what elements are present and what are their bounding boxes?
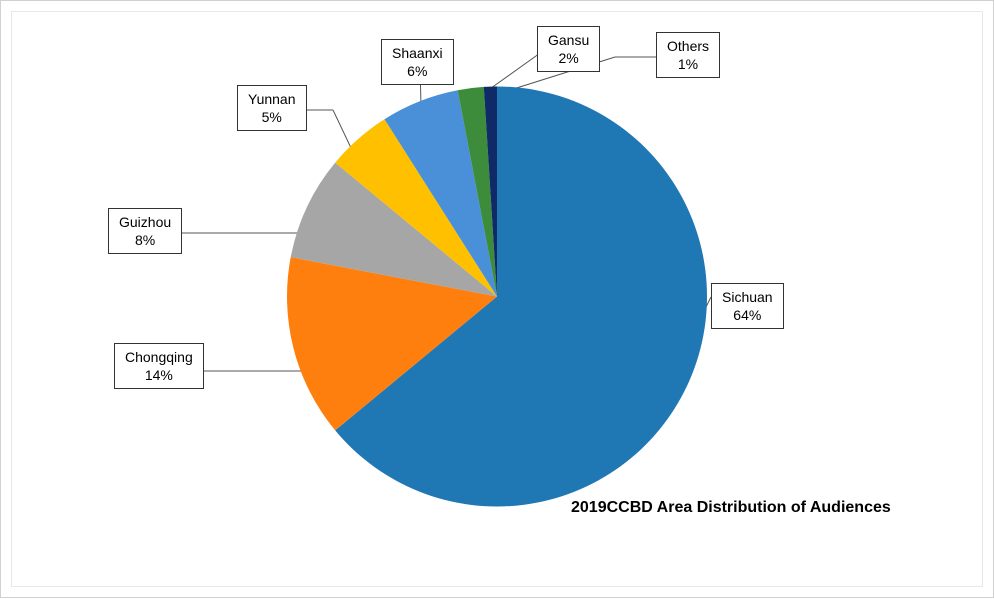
callout-percent: 64%	[722, 306, 773, 324]
callout-guizhou: Guizhou8%	[108, 208, 182, 254]
callout-shaanxi: Shaanxi6%	[381, 39, 454, 85]
callout-percent: 5%	[248, 108, 296, 126]
callout-percent: 6%	[392, 62, 443, 80]
callout-name: Gansu	[548, 31, 589, 49]
callout-name: Sichuan	[722, 288, 773, 306]
callout-yunnan: Yunnan5%	[237, 85, 307, 131]
callout-name: Others	[667, 37, 709, 55]
callout-percent: 2%	[548, 49, 589, 67]
callout-name: Shaanxi	[392, 44, 443, 62]
callout-percent: 14%	[125, 366, 193, 384]
pie-svg	[287, 87, 707, 507]
chart-container: Sichuan64% Chongqing14% Guizhou8% Yunnan5% S…	[0, 0, 994, 598]
callout-others: Others1%	[656, 32, 720, 78]
callout-sichuan: Sichuan64%	[711, 283, 784, 329]
callout-name: Guizhou	[119, 213, 171, 231]
callout-percent: 1%	[667, 55, 709, 73]
callout-gansu: Gansu2%	[537, 26, 600, 72]
callout-name: Yunnan	[248, 90, 296, 108]
chart-title: 2019CCBD Area Distribution of Audiences	[571, 499, 891, 517]
callout-chongqing: Chongqing14%	[114, 343, 204, 389]
callout-percent: 8%	[119, 231, 171, 249]
callout-name: Chongqing	[125, 348, 193, 366]
pie-chart	[287, 87, 707, 512]
